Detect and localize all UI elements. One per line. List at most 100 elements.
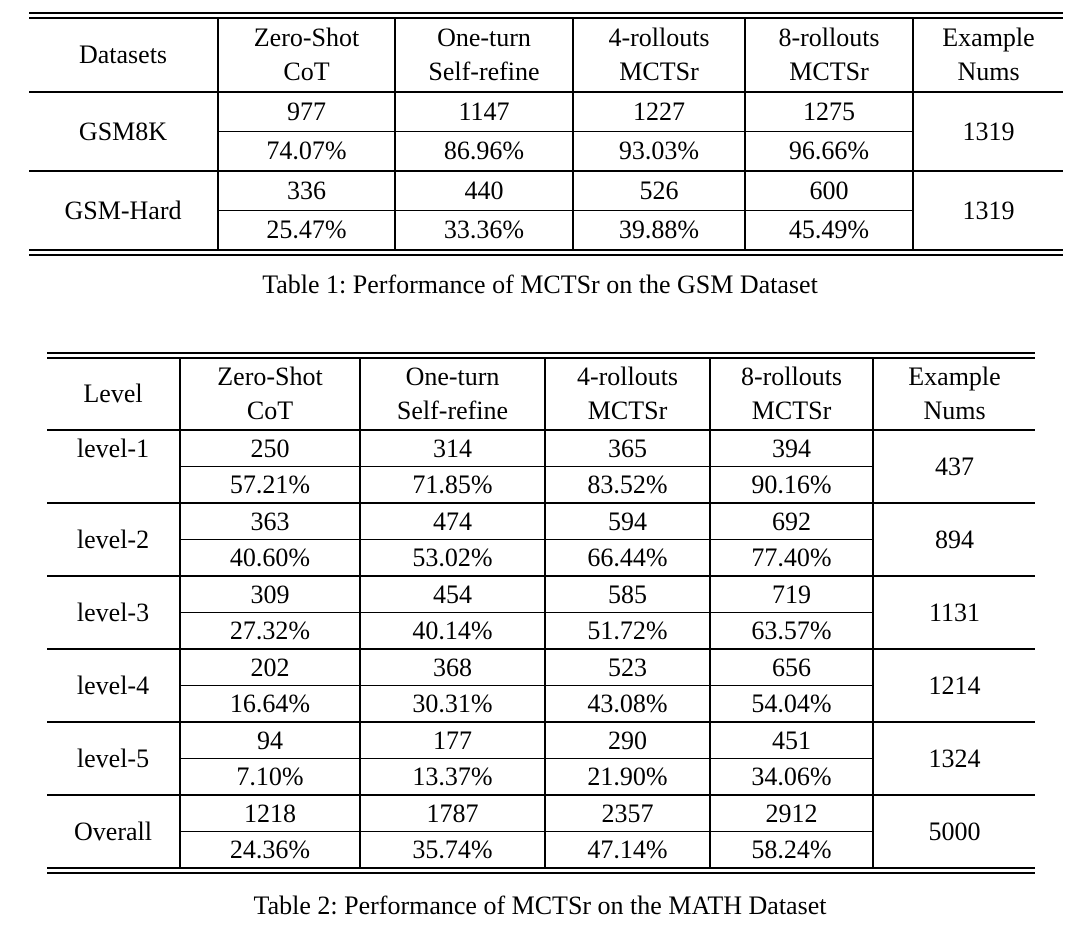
row-label: GSM8K <box>29 92 218 172</box>
row-label: level-5 <box>47 722 180 796</box>
count-cell: 585 <box>544 576 710 613</box>
row-label: level-1 <box>47 430 180 504</box>
count-cell: 656 <box>709 649 873 686</box>
header-row: Level Zero-Shot CoT One-turn Self-refine… <box>47 359 1035 431</box>
percent-cell: 90.16% <box>709 466 873 504</box>
count-cell: 440 <box>394 171 573 211</box>
count-cell: 2912 <box>709 795 873 832</box>
row-header-cell: Level <box>47 359 180 431</box>
example-nums-cell: 1319 <box>912 171 1063 249</box>
count-cell: 600 <box>744 171 913 211</box>
percent-cell: 7.10% <box>179 758 360 796</box>
column-header: 4-rollouts MCTSr <box>544 359 710 431</box>
table-row: GSM-Hard 336 440 526 600 1319 <box>29 171 1063 249</box>
count-cell: 594 <box>544 503 710 540</box>
table-row: 16.64% 30.31% 43.08% 54.04% <box>47 685 1035 723</box>
percent-cell: 96.66% <box>744 131 913 172</box>
table-row: 24.36% 35.74% 47.14% 58.24% <box>47 831 1035 867</box>
table-row: 25.47% 33.36% 39.88% 45.49% <box>29 210 1063 249</box>
percent-cell: 57.21% <box>179 466 360 504</box>
table-row: GSM8K 977 1147 1227 1275 1319 <box>29 92 1063 172</box>
percent-cell: 63.57% <box>709 612 873 650</box>
percent-cell: 40.60% <box>179 539 360 577</box>
percent-cell: 77.40% <box>709 539 873 577</box>
bottom-double-rule <box>29 249 1063 256</box>
percent-cell: 71.85% <box>359 466 545 504</box>
count-cell: 336 <box>217 171 395 211</box>
count-cell: 309 <box>179 576 360 613</box>
percent-cell: 74.07% <box>217 131 395 172</box>
example-nums-cell: 1214 <box>872 649 1035 723</box>
count-cell: 314 <box>359 430 545 467</box>
count-cell: 177 <box>359 722 545 759</box>
count-cell: 474 <box>359 503 545 540</box>
count-cell: 1218 <box>179 795 360 832</box>
bottom-double-rule <box>47 867 1035 874</box>
table-row: level-2 363 474 594 692 894 <box>47 503 1035 577</box>
column-header: One-turn Self-refine <box>394 19 573 93</box>
percent-cell: 34.06% <box>709 758 873 796</box>
column-header: Zero-Shot CoT <box>179 359 360 431</box>
count-cell: 977 <box>217 92 395 132</box>
column-header: Example Nums <box>872 359 1035 431</box>
count-cell: 454 <box>359 576 545 613</box>
percent-cell: 30.31% <box>359 685 545 723</box>
count-cell: 368 <box>359 649 545 686</box>
row-label: Overall <box>74 817 152 846</box>
row-label: level-3 <box>47 576 180 650</box>
count-cell: 523 <box>544 649 710 686</box>
percent-cell: 58.24% <box>709 831 873 867</box>
count-cell: 1227 <box>572 92 745 132</box>
table-row: 7.10% 13.37% 21.90% 34.06% <box>47 758 1035 796</box>
count-cell: 1147 <box>394 92 573 132</box>
percent-cell: 53.02% <box>359 539 545 577</box>
percent-cell: 24.36% <box>179 831 360 867</box>
count-cell: 250 <box>179 430 360 467</box>
column-header: Zero-Shot CoT <box>217 19 395 93</box>
row-label: GSM-Hard <box>64 195 182 225</box>
top-double-rule <box>29 12 1063 19</box>
gsm-table: Datasets Zero-Shot CoT One-turn Self-ref… <box>29 12 1063 256</box>
percent-cell: 33.36% <box>394 210 573 249</box>
example-nums-cell: 1324 <box>872 722 1035 796</box>
row-header-cell: Datasets <box>29 19 218 93</box>
top-double-rule <box>47 352 1035 359</box>
percent-cell: 35.74% <box>359 831 545 867</box>
column-header: 8-rollouts MCTSr <box>744 19 913 93</box>
count-cell: 290 <box>544 722 710 759</box>
count-cell: 94 <box>179 722 360 759</box>
count-cell: 363 <box>179 503 360 540</box>
percent-cell: 13.37% <box>359 758 545 796</box>
percent-cell: 47.14% <box>544 831 710 867</box>
count-cell: 692 <box>709 503 873 540</box>
table-caption: Table 1: Performance of MCTSr on the GSM… <box>262 270 818 299</box>
count-cell: 1787 <box>359 795 545 832</box>
table-row: 57.21% 71.85% 83.52% 90.16% <box>47 466 1035 504</box>
percent-cell: 25.47% <box>217 210 395 249</box>
table-row: level-4 202 368 523 656 1214 <box>47 649 1035 723</box>
table-row: 74.07% 86.96% 93.03% 96.66% <box>29 131 1063 172</box>
percent-cell: 54.04% <box>709 685 873 723</box>
table-row: level-3 309 454 585 719 1131 <box>47 576 1035 650</box>
percent-cell: 40.14% <box>359 612 545 650</box>
row-label: level-4 <box>47 649 180 723</box>
gsm-performance-table: Datasets Zero-Shot CoT One-turn Self-ref… <box>29 19 1063 249</box>
table-row: Overall 1218 1787 2357 2912 5000 <box>47 795 1035 867</box>
percent-cell: 83.52% <box>544 466 710 504</box>
table-row: 40.60% 53.02% 66.44% 77.40% <box>47 539 1035 577</box>
row-label: level-2 <box>47 503 180 577</box>
example-nums-cell: 1319 <box>912 92 1063 172</box>
table-row: level-1 250 314 365 394 437 <box>47 430 1035 504</box>
count-cell: 1275 <box>744 92 913 132</box>
percent-cell: 86.96% <box>394 131 573 172</box>
math-performance-table: Level Zero-Shot CoT One-turn Self-refine… <box>47 359 1035 867</box>
column-header: 4-rollouts MCTSr <box>572 19 745 93</box>
table-caption: Table 2: Performance of MCTSr on the MAT… <box>253 891 827 920</box>
percent-cell: 45.49% <box>744 210 913 249</box>
percent-cell: 66.44% <box>544 539 710 577</box>
count-cell: 202 <box>179 649 360 686</box>
column-header: 8-rollouts MCTSr <box>709 359 873 431</box>
percent-cell: 27.32% <box>179 612 360 650</box>
percent-cell: 21.90% <box>544 758 710 796</box>
